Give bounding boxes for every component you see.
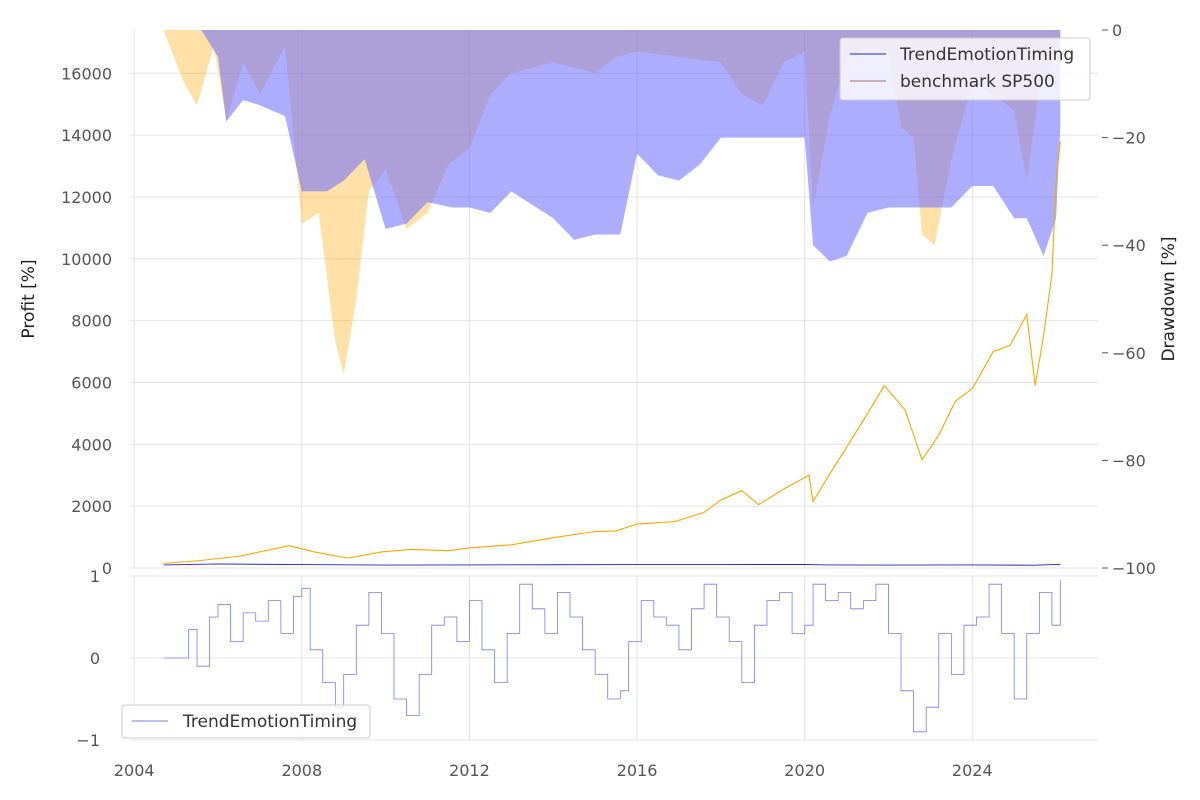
y-tick-label-profit: 0 xyxy=(102,559,112,578)
y-tick-label-profit: 8000 xyxy=(71,312,112,331)
y-tick-label-profit: 16000 xyxy=(61,64,112,83)
y-tick-label-profit: 10000 xyxy=(61,250,112,269)
y-tick-label-drawdown: 0 xyxy=(1112,21,1122,40)
signal-layer xyxy=(163,580,1061,733)
y-tick-label-profit: 6000 xyxy=(71,373,112,392)
y-tick-label-profit: 2000 xyxy=(71,497,112,516)
legend-label-signal: TrendEmotionTiming xyxy=(182,712,357,732)
y-axis-title-left: Profit [%] xyxy=(19,259,39,338)
x-tick-label: 2008 xyxy=(281,761,322,780)
legend-box-top xyxy=(839,37,1091,101)
x-tick-label: 2012 xyxy=(449,761,490,780)
y-tick-label-drawdown: −100 xyxy=(1112,559,1156,578)
x-tick-label: 2016 xyxy=(617,761,658,780)
legend-label-0: TrendEmotionTiming xyxy=(899,45,1074,65)
y-tick-label-signal: 1 xyxy=(90,567,100,586)
legend-label-1: benchmark SP500 xyxy=(900,72,1055,92)
grid-bottom xyxy=(130,575,1098,741)
x-tick-label: 2004 xyxy=(114,761,155,780)
legend-top: TrendEmotionTiming benchmark SP500 xyxy=(839,37,1091,101)
profit-layer xyxy=(163,141,1061,566)
x-tick-label: 2024 xyxy=(952,761,993,780)
y-tick-label-signal: −1 xyxy=(76,731,100,750)
y-tick-label-drawdown: −60 xyxy=(1112,344,1146,363)
y-tick-label-drawdown: −80 xyxy=(1112,451,1146,470)
y-tick-label-signal: 0 xyxy=(90,649,100,668)
y-tick-label-drawdown: −40 xyxy=(1112,236,1146,255)
axes-layer: 0 2000 4000 6000 8000 10000 12000 14000 16000 0 −2… xyxy=(19,21,1179,780)
profit-line-benchmark-sp500 xyxy=(163,141,1061,564)
y-tick-label-profit: 4000 xyxy=(71,435,112,454)
y-axis-title-right: Drawdown [%] xyxy=(1159,236,1179,361)
profit-line-trendemotiontiming xyxy=(163,563,1061,566)
signal-line-trendemotiontiming xyxy=(163,580,1061,733)
legend-bottom: TrendEmotionTiming xyxy=(121,704,371,739)
x-tick-label: 2020 xyxy=(784,761,825,780)
legend-box-bottom xyxy=(121,704,371,739)
y-tick-label-profit: 14000 xyxy=(61,126,112,145)
y-tick-label-drawdown: −20 xyxy=(1112,129,1146,148)
y-tick-label-profit: 12000 xyxy=(61,188,112,207)
